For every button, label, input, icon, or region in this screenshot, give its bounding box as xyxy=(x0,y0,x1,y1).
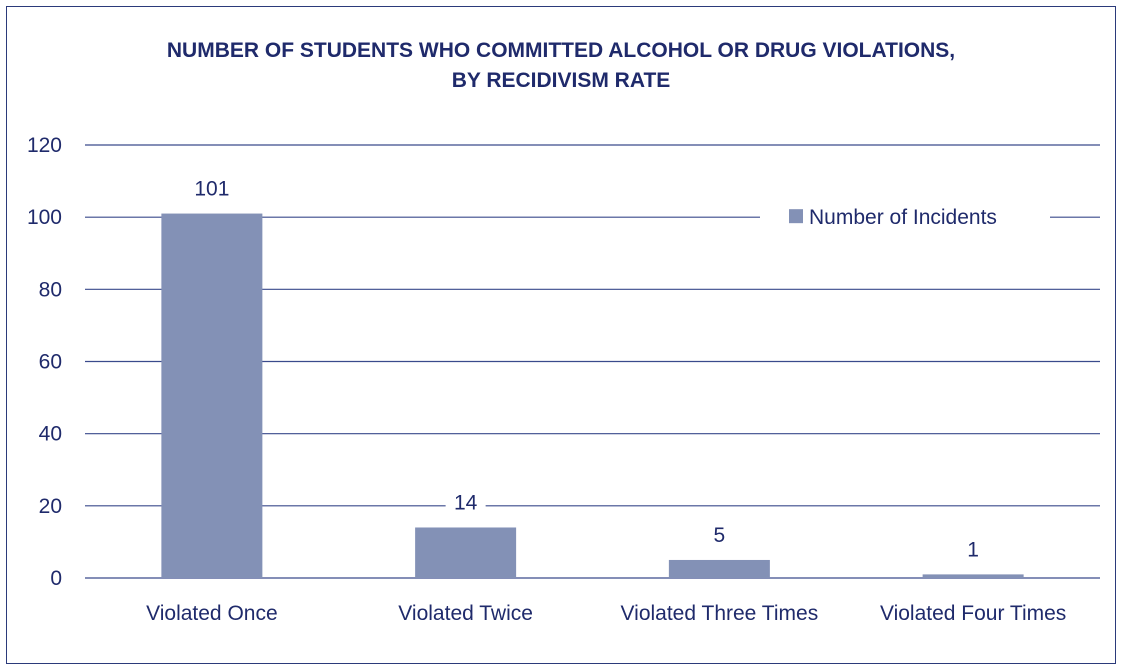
y-tick-label: 20 xyxy=(39,495,62,518)
data-label-bg xyxy=(959,536,988,565)
bar-violated-once xyxy=(161,213,263,578)
y-tick-label: 60 xyxy=(39,351,62,374)
data-label: 5 xyxy=(714,524,726,547)
data-labels: 101 14 5 1 xyxy=(185,175,988,565)
legend-label: Number of Incidents xyxy=(809,206,997,229)
data-label: 14 xyxy=(454,491,478,514)
x-category-label: Violated Four Times xyxy=(880,602,1066,625)
chart-title: NUMBER OF STUDENTS WHO COMMITTED ALCOHOL… xyxy=(0,36,1122,96)
data-label-bg xyxy=(705,521,734,550)
y-tick-label: 100 xyxy=(27,206,62,229)
x-category-label: Violated Twice xyxy=(398,602,533,625)
x-category-label: Violated Once xyxy=(146,602,278,625)
bars xyxy=(161,213,1024,578)
legend-bg xyxy=(760,201,1050,234)
y-axis-ticks: 0 20 40 60 80 100 120 xyxy=(27,134,62,590)
y-tick-label: 40 xyxy=(39,423,62,446)
bar-violated-three-times xyxy=(668,559,770,578)
x-axis-categories: Violated Once Violated Twice Violated Thre… xyxy=(146,602,1066,625)
bar-violated-four-times xyxy=(922,574,1024,578)
data-label-bg xyxy=(185,175,238,204)
chart-title-line2: BY RECIDIVISM RATE xyxy=(451,69,671,92)
y-tick-label: 0 xyxy=(50,567,62,590)
legend: Number of Incidents xyxy=(760,201,1050,234)
data-label-bg xyxy=(445,489,486,518)
legend-swatch xyxy=(789,209,803,224)
bar-violated-twice xyxy=(415,527,517,578)
y-tick-label: 80 xyxy=(39,278,62,301)
y-tick-label: 120 xyxy=(27,134,62,157)
data-label: 1 xyxy=(967,538,979,561)
x-category-label: Violated Three Times xyxy=(621,602,819,625)
data-label: 101 xyxy=(194,178,229,201)
chart-title-line1: NUMBER OF STUDENTS WHO COMMITTED ALCOHOL… xyxy=(166,39,956,62)
